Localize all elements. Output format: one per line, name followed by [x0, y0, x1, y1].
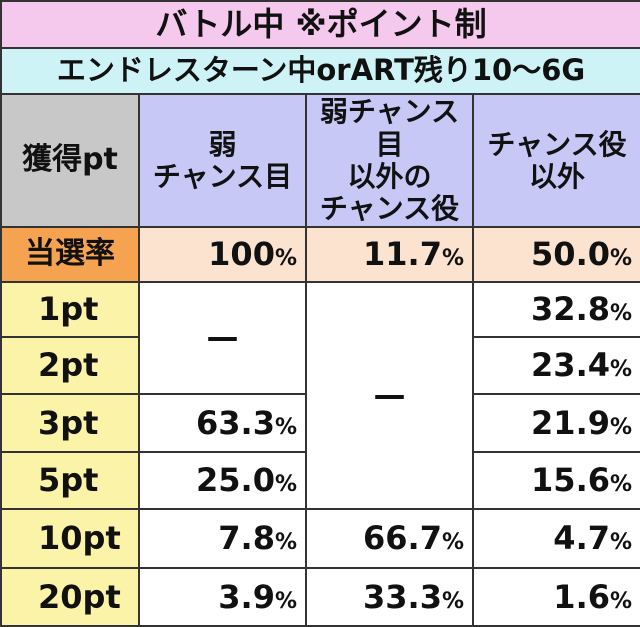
- percent-sign: %: [609, 300, 633, 326]
- header-cell: 獲得pt: [0, 93, 140, 229]
- cell: 33.3%: [305, 567, 474, 627]
- percent-sign: %: [609, 356, 633, 382]
- cell: 11.7%: [305, 226, 474, 283]
- row-label: 3pt: [0, 392, 140, 454]
- percent-sign: %: [274, 472, 297, 498]
- cell: 4.7%: [471, 508, 640, 570]
- title: バトル中 ※ポイント制: [0, 0, 640, 49]
- cell: 50.0%: [471, 226, 640, 283]
- cell: 1.6%: [471, 567, 640, 627]
- percent-sign: %: [609, 414, 633, 440]
- cell: 25.0%: [138, 451, 307, 511]
- row-label: 当選率: [0, 226, 140, 283]
- cell: 66.7%: [305, 508, 474, 570]
- cell: 7.8%: [138, 508, 307, 570]
- header-cell: 弱 チャンス目: [138, 93, 307, 229]
- header-cell: 弱チャンス目 以外の チャンス役: [305, 93, 474, 229]
- percent-sign: %: [274, 588, 297, 614]
- cell: —: [305, 280, 474, 511]
- percent-sign: %: [274, 414, 297, 440]
- row-label: 1pt: [0, 280, 140, 338]
- cell: 23.4%: [471, 335, 640, 395]
- row-label: 10pt: [0, 508, 140, 570]
- cell: 63.3%: [138, 392, 307, 454]
- row-label: 20pt: [0, 567, 140, 627]
- percent-sign: %: [609, 472, 633, 498]
- percent-sign: %: [274, 530, 297, 556]
- percent-sign: %: [441, 588, 464, 614]
- percent-sign: %: [441, 530, 464, 556]
- cell: 32.8%: [471, 280, 640, 338]
- cell: 100%: [138, 226, 307, 283]
- cell: 15.6%: [471, 451, 640, 511]
- percent-sign: %: [609, 588, 633, 614]
- header-cell: チャンス役 以外: [471, 93, 640, 229]
- percent-sign: %: [441, 246, 464, 272]
- row-label: 5pt: [0, 451, 140, 511]
- subtitle: エンドレスターン中orART残り10〜6G: [0, 46, 640, 96]
- cell: 3.9%: [138, 567, 307, 627]
- percent-sign: %: [274, 246, 297, 272]
- percent-sign: %: [609, 530, 633, 556]
- cell: —: [138, 280, 307, 395]
- percent-sign: %: [609, 246, 633, 272]
- row-label: 2pt: [0, 335, 140, 395]
- cell: 21.9%: [471, 392, 640, 454]
